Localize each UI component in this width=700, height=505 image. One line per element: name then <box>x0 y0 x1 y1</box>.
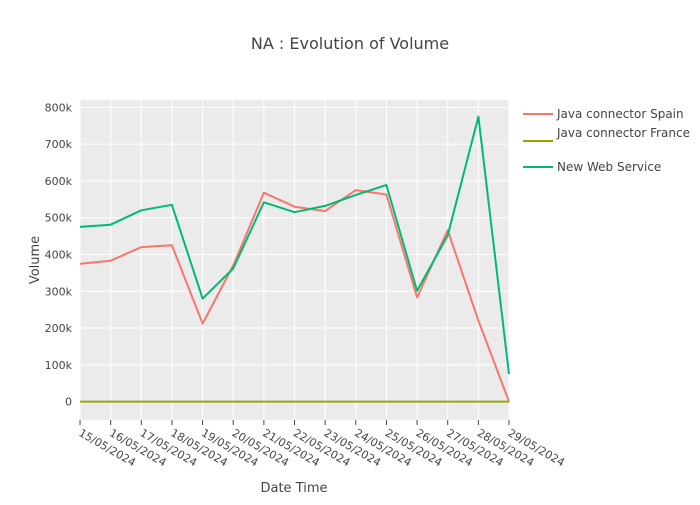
y-tick-label: 500k <box>45 212 73 225</box>
y-tick-label: 800k <box>45 101 73 114</box>
grid-lines <box>79 100 510 420</box>
legend-item-java-connector-france[interactable]: Java connector France <box>523 126 690 142</box>
legend-label: New Web Service <box>557 160 661 174</box>
legend[interactable]: Java connector Spain Java connector Franc… <box>523 107 690 174</box>
y-axis-title: Volume <box>28 236 43 284</box>
legend-label: Java connector France <box>556 126 690 140</box>
series-lines <box>79 115 510 403</box>
y-tick-label: 600k <box>45 175 73 188</box>
y-tick-label: 400k <box>45 248 73 261</box>
x-axis-title: Date Time <box>260 481 327 496</box>
legend-label: Java connector Spain <box>556 107 684 121</box>
y-tick-label: 100k <box>45 359 73 372</box>
y-tick-label: 300k <box>45 285 73 298</box>
y-tick-label: 700k <box>45 138 73 151</box>
y-tick-label: 200k <box>45 322 73 335</box>
y-axis-ticks: 0 100k 200k 300k 400k 500k 600k 700k 800k <box>45 101 73 408</box>
y-tick-label: 0 <box>65 396 72 409</box>
series-line-new-web-service <box>79 115 510 375</box>
chart-title: NA : Evolution of Volume <box>251 34 449 53</box>
legend-item-java-connector-spain[interactable]: Java connector Spain <box>523 107 684 121</box>
legend-item-new-web-service[interactable]: New Web Service <box>523 160 661 174</box>
